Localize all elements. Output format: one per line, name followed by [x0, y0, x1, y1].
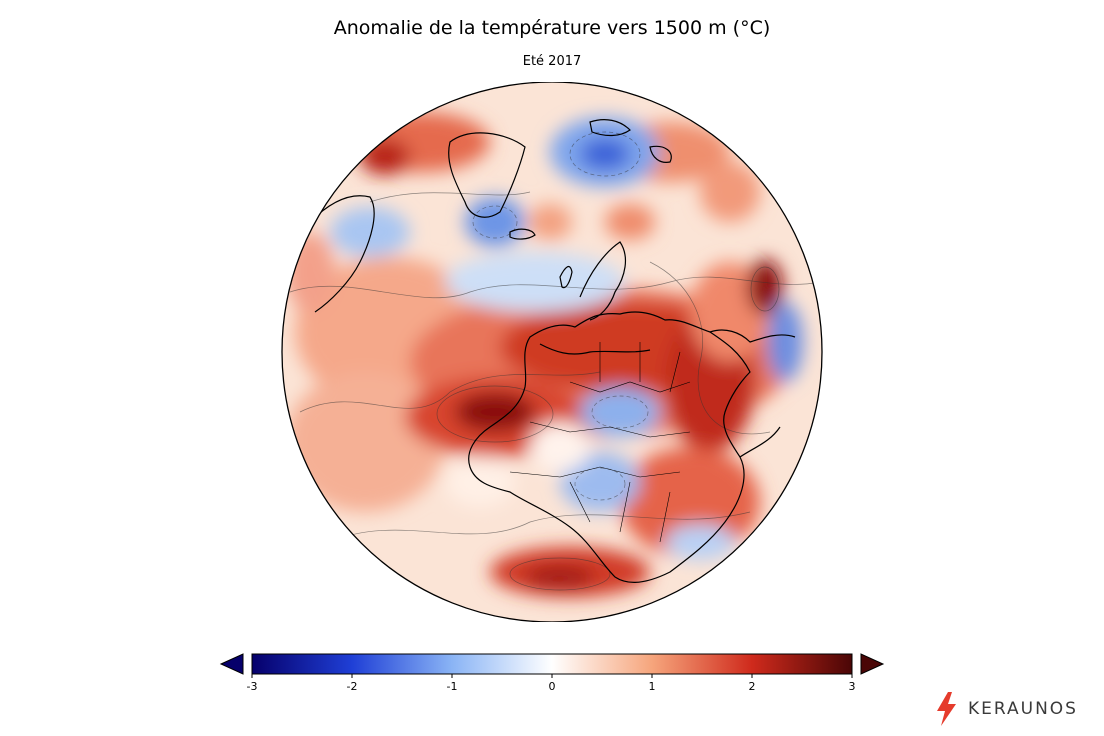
- colorbar-tick-label: -2: [347, 680, 358, 693]
- contour-lines: [289, 131, 821, 591]
- colorbar-max-arrow: [860, 653, 885, 675]
- globe-map: [281, 82, 823, 622]
- colorbar-tick-label: 0: [549, 680, 556, 693]
- colorbar-tick-label: -1: [447, 680, 458, 693]
- anomaly-field: [282, 82, 822, 622]
- logo-text: KERAUNOS: [968, 699, 1078, 719]
- colorbar-scale: [251, 653, 853, 675]
- map-subtitle: Eté 2017: [522, 54, 582, 69]
- globe-outline: [281, 82, 823, 622]
- colorbar-min-arrow: [219, 653, 244, 675]
- lightning-bolt-icon: [937, 692, 956, 726]
- map-title: Anomalie de la température vers 1500 m (…: [333, 17, 771, 39]
- coastlines: [309, 119, 796, 584]
- colorbar-tick-label: 3: [849, 680, 856, 693]
- colorbar-ticks: -3 -2 -1 0 1 2 3: [247, 674, 856, 693]
- colorbar: -3 -2 -1 0 1 2 3: [219, 653, 885, 693]
- colorbar-tick-label: 2: [749, 680, 756, 693]
- colorbar-tick-label: -3: [247, 680, 258, 693]
- keraunos-logo: KERAUNOS: [932, 690, 1102, 730]
- colorbar-tick-label: 1: [649, 680, 656, 693]
